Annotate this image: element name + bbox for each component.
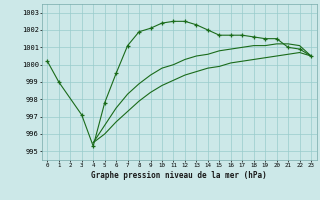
X-axis label: Graphe pression niveau de la mer (hPa): Graphe pression niveau de la mer (hPa)	[91, 171, 267, 180]
